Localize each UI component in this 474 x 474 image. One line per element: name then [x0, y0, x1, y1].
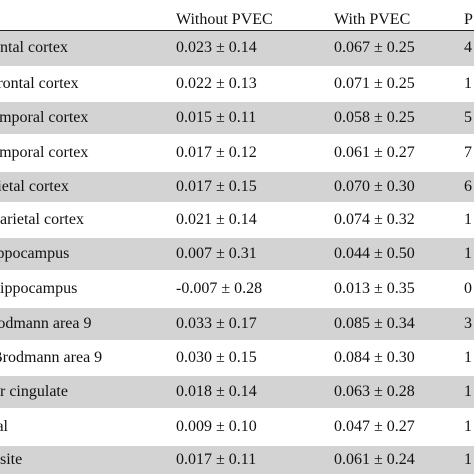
row-region: frontal cortex	[0, 75, 79, 92]
table-row: parietal cortex 0.021 ± 0.14 0.074 ± 0.3…	[0, 202, 474, 238]
row-extra: 1	[464, 451, 472, 468]
row-extra: 1	[464, 211, 472, 228]
row-without-pvec: 0.023 ± 0.14	[176, 39, 257, 56]
row-shading	[0, 238, 474, 270]
row-extra: 1	[464, 245, 472, 262]
row-region: ontal cortex	[0, 39, 68, 56]
row-region: emporal cortex	[0, 109, 89, 126]
row-with-pvec: 0.070 ± 0.30	[334, 178, 415, 195]
row-without-pvec: 0.030 ± 0.15	[176, 349, 257, 366]
header-with-pvec: With PVEC	[334, 11, 411, 28]
row-without-pvec: 0.009 ± 0.10	[176, 418, 257, 435]
row-with-pvec: 0.061 ± 0.27	[334, 144, 415, 161]
row-with-pvec: 0.061 ± 0.24	[334, 451, 415, 468]
row-region: emporal cortex	[0, 144, 89, 161]
header-rule	[0, 30, 474, 31]
row-region: hippocampus	[0, 280, 78, 297]
row-region: parietal cortex	[0, 211, 84, 228]
row-extra: 1	[464, 75, 472, 92]
row-without-pvec: 0.017 ± 0.12	[176, 144, 257, 161]
row-shading	[0, 30, 474, 66]
table-row: emporal cortex 0.015 ± 0.11 0.058 ± 0.25…	[0, 102, 474, 134]
table-row: emporal cortex 0.017 ± 0.12 0.061 ± 0.27…	[0, 134, 474, 172]
table-header-row: Without PVEC With PVEC P	[0, 0, 474, 34]
row-region: rietal cortex	[0, 178, 69, 195]
row-extra: 1	[464, 383, 472, 400]
row-without-pvec: 0.033 ± 0.17	[176, 315, 257, 332]
row-extra: 6	[464, 178, 472, 195]
row-without-pvec: 0.022 ± 0.13	[176, 75, 257, 92]
row-without-pvec: 0.017 ± 0.11	[176, 451, 257, 468]
row-region: or cingulate	[0, 383, 68, 400]
row-shading	[0, 446, 474, 474]
row-extra: 7	[464, 144, 472, 161]
table-row: rietal cortex 0.017 ± 0.15 0.070 ± 0.30 …	[0, 172, 474, 202]
row-with-pvec: 0.084 ± 0.30	[334, 349, 415, 366]
table-row: rodmann area 9 0.033 ± 0.17 0.085 ± 0.34…	[0, 308, 474, 340]
row-extra: 5	[464, 109, 472, 126]
row-region: osite	[0, 451, 23, 468]
table-row: hippocampus -0.007 ± 0.28 0.013 ± 0.35 0	[0, 270, 474, 308]
row-extra: 4	[464, 39, 472, 56]
row-extra: 1	[464, 349, 472, 366]
table-row: ippocampus 0.007 ± 0.31 0.044 ± 0.50 1	[0, 238, 474, 270]
row-with-pvec: 0.044 ± 0.50	[334, 245, 415, 262]
row-region: rodmann area 9	[0, 315, 92, 332]
row-without-pvec: 0.018 ± 0.14	[176, 383, 257, 400]
row-extra: 0	[464, 280, 472, 297]
row-with-pvec: 0.013 ± 0.35	[334, 280, 415, 297]
row-with-pvec: 0.067 ± 0.25	[334, 39, 415, 56]
row-without-pvec: 0.015 ± 0.11	[176, 109, 257, 126]
row-with-pvec: 0.058 ± 0.25	[334, 109, 415, 126]
row-shading	[0, 102, 474, 134]
row-with-pvec: 0.074 ± 0.32	[334, 211, 415, 228]
row-with-pvec: 0.047 ± 0.27	[334, 418, 415, 435]
row-region: ippocampus	[0, 245, 70, 262]
table-row: Brodmann area 9 0.030 ± 0.15 0.084 ± 0.3…	[0, 340, 474, 376]
header-without-pvec: Without PVEC	[176, 11, 273, 28]
row-shading	[0, 172, 474, 202]
row-with-pvec: 0.063 ± 0.28	[334, 383, 415, 400]
row-with-pvec: 0.071 ± 0.25	[334, 75, 415, 92]
row-shading	[0, 376, 474, 408]
row-without-pvec: -0.007 ± 0.28	[176, 280, 263, 297]
table-row: osite 0.017 ± 0.11 0.061 ± 0.24 1	[0, 446, 474, 474]
row-shading	[0, 308, 474, 340]
table-row: ontal cortex 0.023 ± 0.14 0.067 ± 0.25 4	[0, 30, 474, 66]
row-with-pvec: 0.085 ± 0.34	[334, 315, 415, 332]
row-without-pvec: 0.007 ± 0.31	[176, 245, 257, 262]
row-extra: 3	[464, 315, 472, 332]
table-row: tal 0.009 ± 0.10 0.047 ± 0.27 1	[0, 408, 474, 446]
table-row: frontal cortex 0.022 ± 0.13 0.071 ± 0.25…	[0, 66, 474, 102]
header-extra: P	[464, 11, 473, 28]
row-region: Brodmann area 9	[0, 349, 103, 366]
row-without-pvec: 0.017 ± 0.15	[176, 178, 257, 195]
row-without-pvec: 0.021 ± 0.14	[176, 211, 257, 228]
table-row: or cingulate 0.018 ± 0.14 0.063 ± 0.28 1	[0, 376, 474, 408]
row-extra: 1	[464, 418, 472, 435]
row-region: tal	[0, 418, 8, 435]
